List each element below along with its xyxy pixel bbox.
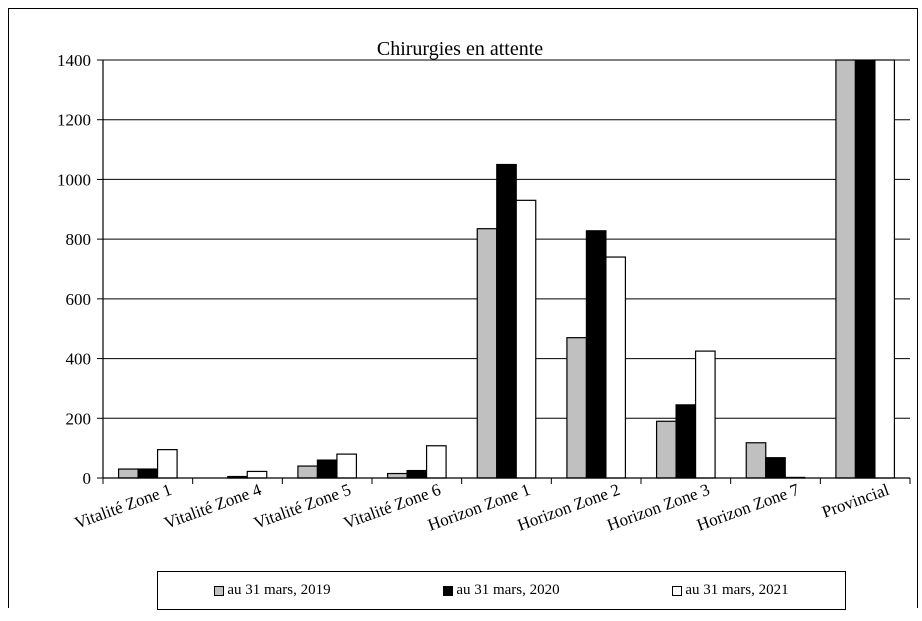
bar bbox=[246, 470, 268, 479]
y-tick-label: 600 bbox=[66, 290, 92, 309]
bar bbox=[585, 230, 607, 479]
bar bbox=[316, 459, 338, 479]
bar bbox=[566, 337, 588, 479]
y-tick-label: 400 bbox=[66, 350, 92, 369]
bar bbox=[675, 404, 697, 479]
legend-item: au 31 mars, 2019 bbox=[214, 582, 331, 599]
bars bbox=[117, 59, 896, 479]
bar bbox=[854, 59, 876, 479]
bar bbox=[406, 469, 428, 479]
bar bbox=[694, 350, 716, 479]
bar bbox=[386, 472, 408, 479]
x-tick-label: Horizon Zone 3 bbox=[605, 480, 713, 535]
bar bbox=[515, 199, 537, 479]
x-tick-label: Horizon Zone 1 bbox=[425, 480, 533, 535]
bar bbox=[117, 468, 139, 479]
bar bbox=[156, 449, 178, 479]
y-tick-label: 0 bbox=[83, 469, 92, 488]
bar bbox=[655, 420, 677, 479]
bar bbox=[425, 445, 447, 479]
legend-item: au 31 mars, 2021 bbox=[672, 582, 789, 599]
legend-label: au 31 mars, 2019 bbox=[227, 582, 331, 598]
axes bbox=[102, 60, 910, 479]
y-tick-label: 800 bbox=[66, 230, 92, 249]
bar bbox=[297, 465, 319, 479]
y-tick-label: 200 bbox=[66, 409, 92, 428]
x-tick-label: Provincial bbox=[819, 480, 891, 522]
x-tick-label: Horizon Zone 2 bbox=[515, 480, 623, 535]
y-tick-label: 1000 bbox=[57, 170, 91, 189]
legend-swatch bbox=[443, 585, 454, 596]
bar bbox=[336, 453, 358, 479]
legend-swatch bbox=[672, 585, 683, 596]
bar bbox=[835, 59, 857, 479]
bar bbox=[476, 228, 498, 479]
legend-item: au 31 mars, 2020 bbox=[443, 582, 560, 599]
y-axis-ticks: 0 200 400 600 800 1000 1200 1400 bbox=[57, 51, 103, 488]
x-tick-label: Vitalité Zone 5 bbox=[251, 480, 353, 533]
y-tick-label: 1200 bbox=[57, 111, 91, 130]
legend-label: au 31 mars, 2021 bbox=[685, 582, 789, 598]
bar bbox=[137, 468, 159, 479]
y-tick-label: 1400 bbox=[57, 51, 91, 70]
bar bbox=[765, 457, 786, 479]
legend-label: au 31 mars, 2020 bbox=[456, 582, 560, 598]
bar bbox=[745, 442, 767, 479]
x-tick-label: Vitalité Zone 4 bbox=[162, 480, 265, 533]
legend: au 31 mars, 2019 au 31 mars, 2020 au 31 ma… bbox=[157, 571, 846, 610]
x-tick-label: Horizon Zone 7 bbox=[694, 480, 802, 535]
chart-title: Chirurgies en attente bbox=[377, 38, 543, 60]
bar bbox=[874, 59, 896, 479]
legend-swatch bbox=[214, 585, 225, 596]
bar bbox=[496, 163, 517, 479]
chart-frame bbox=[8, 8, 918, 608]
bar bbox=[605, 256, 627, 479]
